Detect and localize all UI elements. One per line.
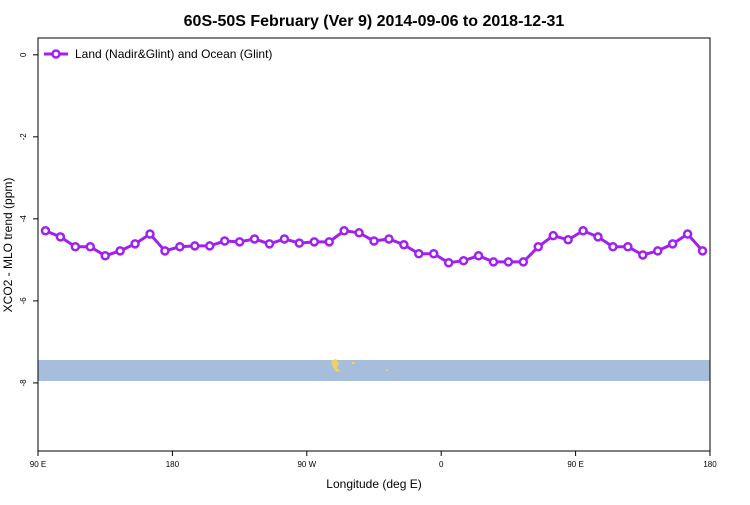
point [682, 229, 693, 239]
point [503, 257, 514, 267]
point [219, 236, 230, 246]
point [414, 248, 424, 259]
point [204, 241, 215, 251]
point [593, 232, 603, 242]
point [115, 246, 125, 256]
point [190, 241, 200, 251]
point [40, 226, 51, 236]
plot-frame [37, 37, 711, 452]
series-line [44, 229, 704, 265]
point [160, 246, 170, 256]
y-axis-label: XCO2 - MLO trend (ppm) [1, 178, 15, 313]
y-tick-label: -4 [19, 215, 28, 223]
point [384, 234, 394, 244]
point [488, 257, 499, 267]
point [130, 239, 140, 249]
chart-title: 60S-50S February (Ver 9) 2014-09-06 to 2… [184, 13, 565, 30]
point [369, 236, 379, 246]
point [652, 246, 663, 256]
y-tick-label: 0 [19, 52, 28, 57]
point [55, 232, 66, 242]
land-patch [352, 362, 355, 364]
point [638, 250, 648, 260]
y-tick-label: -6 [19, 297, 28, 305]
point [697, 246, 708, 256]
x-tick-label: 90 W [297, 460, 316, 469]
legend-marker [51, 49, 61, 59]
point [234, 237, 245, 247]
y-tick-label: -8 [19, 379, 28, 387]
point [623, 242, 633, 252]
point [100, 251, 110, 261]
point [399, 239, 409, 250]
x-axis-label: Longitude (deg E) [326, 477, 421, 491]
point [608, 242, 618, 252]
point [533, 242, 544, 252]
point [458, 255, 469, 266]
land-patch [331, 359, 341, 372]
point [578, 226, 588, 236]
point [294, 238, 305, 248]
point [428, 248, 439, 259]
point [518, 257, 529, 267]
point [443, 258, 454, 268]
point [473, 251, 484, 261]
x-tick-label: 0 [439, 460, 444, 469]
point [145, 229, 155, 239]
point [354, 228, 364, 238]
x-tick-label: 180 [703, 460, 717, 469]
point [175, 242, 185, 252]
map-strip [38, 360, 710, 381]
y-tick-label: -2 [19, 133, 28, 141]
point [667, 239, 678, 249]
legend-label: Land (Nadir&Glint) and Ocean (Glint) [75, 47, 272, 61]
point [279, 234, 290, 244]
land-patch [386, 369, 388, 371]
point [85, 242, 96, 252]
point [249, 234, 260, 244]
point [264, 239, 275, 249]
x-tick-label: 90 E [30, 460, 46, 469]
x-tick-label: 180 [166, 460, 180, 469]
point [309, 237, 320, 247]
point [70, 242, 81, 252]
point [339, 226, 349, 236]
point [324, 237, 334, 247]
x-tick-label: 90 E [567, 460, 583, 469]
point [563, 235, 573, 245]
point [548, 230, 558, 241]
